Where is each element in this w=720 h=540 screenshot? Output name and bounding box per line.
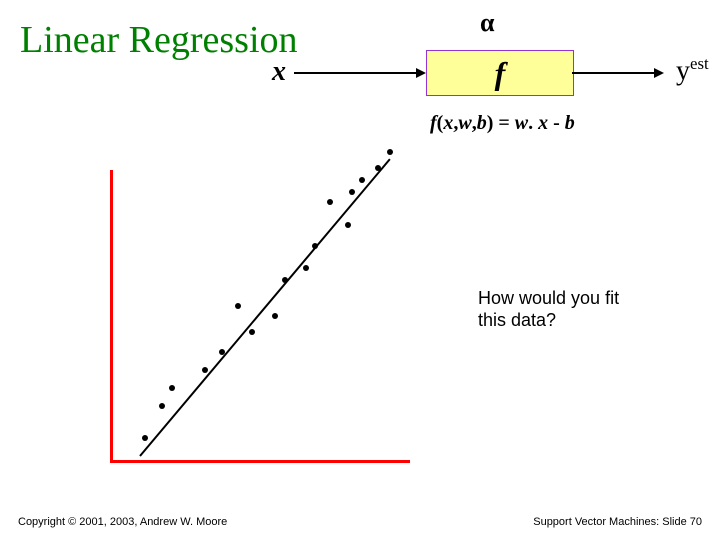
formula-eq: = (493, 112, 514, 134)
scatter-dot (159, 403, 165, 409)
arrow-f-to-y (572, 72, 654, 74)
function-box: f (426, 50, 574, 96)
formula-b: b (477, 112, 487, 134)
formula-b2: b (565, 112, 575, 134)
scatter-dot (349, 189, 355, 195)
scatter-dot (345, 222, 351, 228)
y-axis (110, 170, 113, 460)
alpha-symbol: α (480, 8, 495, 38)
question-line1: How would you fit (478, 288, 619, 308)
scatter-dot (327, 199, 333, 205)
function-box-label: f (495, 55, 506, 91)
scatter-dot (219, 349, 225, 355)
scatter-dot (312, 243, 318, 249)
footer-copyright: Copyright © 2001, 2003, Andrew W. Moore (18, 516, 227, 528)
arrow-f-to-y-head (654, 68, 664, 78)
x-input-label: x (272, 56, 286, 88)
arrow-x-to-f-head (416, 68, 426, 78)
formula-w2: w (515, 112, 528, 134)
scatter-dot (387, 149, 393, 155)
regression-line (139, 158, 391, 456)
y-est-sup: est (690, 54, 709, 73)
x-axis (110, 460, 410, 463)
formula-text: f(x,w,b) = w. x - b (430, 112, 575, 135)
formula-x: x (443, 112, 453, 134)
formula-f: f (430, 112, 437, 134)
formula-x2: x (538, 112, 548, 134)
formula-dot: . (528, 112, 538, 134)
scatter-dot (169, 385, 175, 391)
scatter-dot (202, 367, 208, 373)
y-est-base: y (676, 55, 690, 86)
question-line2: this data? (478, 310, 556, 330)
slide-title: Linear Regression (20, 18, 298, 62)
scatter-dot (235, 303, 241, 309)
scatter-dot (375, 165, 381, 171)
footer-slide-number: Support Vector Machines: Slide 70 (533, 516, 702, 528)
question-text: How would you fit this data? (478, 288, 619, 331)
arrow-x-to-f (294, 72, 416, 74)
formula-w: w (458, 112, 471, 134)
formula-minus: - (548, 112, 565, 134)
scatter-dot (282, 277, 288, 283)
scatter-dot (272, 313, 278, 319)
scatter-dot (249, 329, 255, 335)
slide-root: Linear Regression α x f yest f(x,w,b) = … (0, 0, 720, 540)
scatter-dot (359, 177, 365, 183)
scatter-dot (142, 435, 148, 441)
y-est-label: yest (676, 54, 709, 87)
scatter-dot (303, 265, 309, 271)
